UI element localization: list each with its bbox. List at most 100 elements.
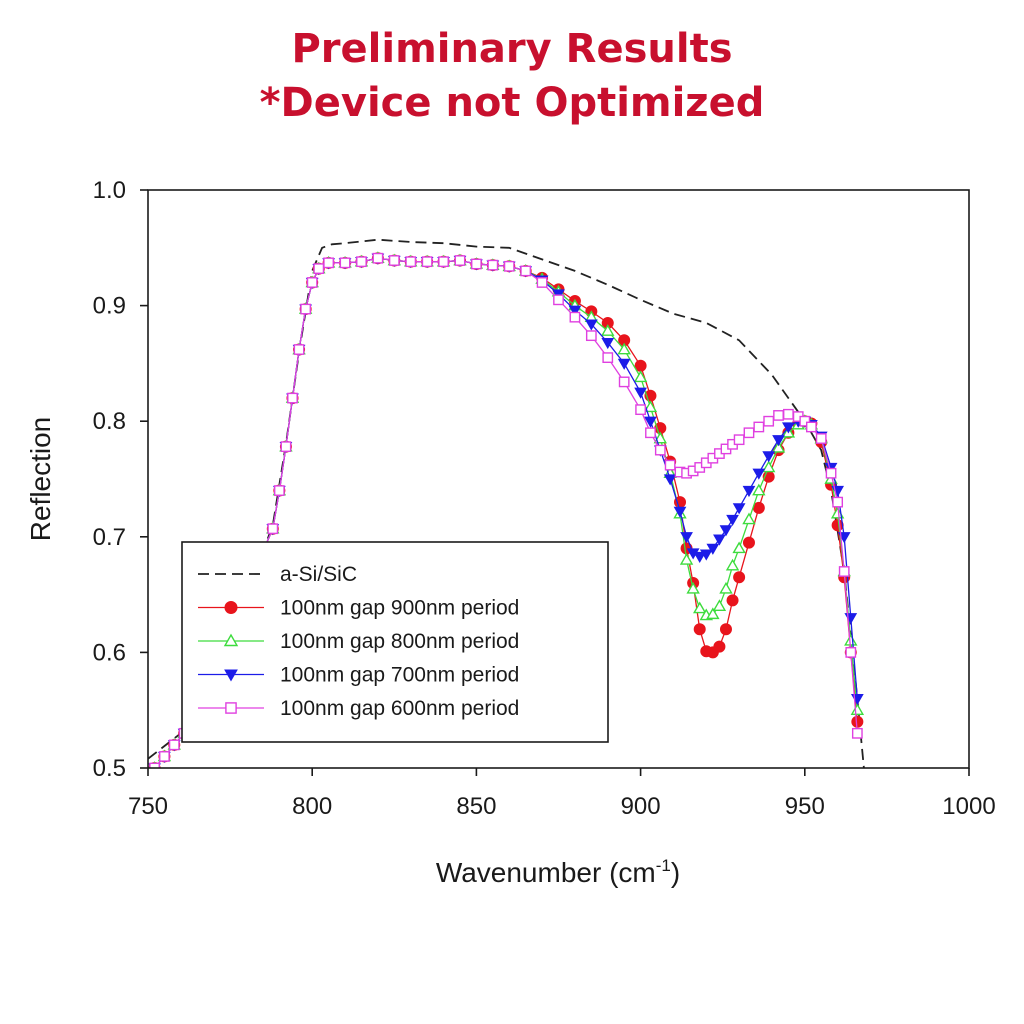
data-point-triangle-down [762, 451, 776, 463]
title-block: Preliminary Results *Device not Optimize… [0, 22, 1024, 130]
data-point-triangle-down [673, 506, 687, 518]
data-point-square [405, 256, 417, 268]
data-point-square [851, 727, 863, 739]
data-point-triangle-up [742, 512, 756, 525]
legend-label: a-Si/SiC [280, 563, 357, 586]
data-point-circle [742, 536, 755, 549]
data-point-triangle-up [771, 440, 786, 453]
data-point-square [168, 739, 180, 751]
data-point-triangle-down [617, 358, 631, 370]
y-tick-label: 0.9 [93, 293, 126, 320]
legend-label: 100nm gap 800nm period [280, 630, 519, 653]
data-point-triangle-down [699, 549, 713, 561]
data-point-square [280, 441, 292, 453]
data-point-square [832, 496, 844, 508]
data-point-triangle-down [224, 669, 238, 682]
data-point-square [356, 256, 367, 268]
data-point-square [635, 404, 646, 416]
data-point-triangle-up [693, 601, 707, 614]
axes-layer: 750 800 850 900 950 1000 0.5 0.6 0.7 0.8 0.9 1.0 [93, 177, 996, 820]
data-point-triangle-up [706, 607, 720, 620]
x-tick-label: 900 [621, 793, 661, 820]
chart-title: Preliminary Results [291, 26, 733, 72]
data-point-square [388, 255, 400, 266]
data-point-triangle-up [679, 553, 694, 565]
data-point-triangle-up [719, 581, 733, 594]
data-point-square [323, 257, 334, 269]
data-point-circle [713, 640, 726, 653]
data-point-triangle-down [644, 416, 657, 428]
data-point-square [815, 433, 827, 444]
data-point-square [159, 751, 170, 762]
data-point-circle [719, 623, 732, 636]
data-point-triangle-down [680, 532, 693, 544]
data-point-square [733, 434, 745, 446]
data-point-square [487, 259, 499, 271]
data-point-square [149, 762, 160, 768]
data-point-triangle-down [601, 337, 615, 350]
data-point-triangle-down [772, 435, 785, 447]
data-point-square [372, 252, 384, 264]
x-axis-label: Wavenumber (cm-1) [436, 856, 680, 888]
data-point-square [421, 256, 433, 268]
data-point-square [503, 260, 515, 272]
chart-subtitle: *Device not Optimized [259, 80, 765, 126]
data-point-triangle-up [617, 342, 631, 355]
data-point-triangle-down [584, 319, 598, 331]
data-point-square [287, 392, 298, 404]
data-point-square [293, 344, 305, 355]
data-point-square [654, 444, 666, 456]
data-point-triangle-down [706, 543, 720, 555]
data-point-triangle-up [732, 541, 746, 554]
plot-frame [147, 189, 970, 769]
x-tick-label: 850 [456, 793, 496, 820]
data-point-square [645, 427, 656, 439]
data-point-circle [733, 571, 746, 584]
data-point-triangle-down [850, 694, 864, 706]
data-point-triangle-down [742, 485, 756, 498]
data-point-circle [693, 623, 706, 636]
data-point-triangle-down [713, 534, 726, 546]
data-point-square [339, 257, 351, 269]
data-point-triangle-down [844, 613, 858, 625]
data-point-triangle-up [686, 581, 700, 594]
data-point-square [267, 523, 279, 535]
data-point-circle [752, 501, 765, 514]
data-point-triangle-up [633, 370, 648, 383]
y-tick-label: 0.6 [93, 639, 126, 666]
data-point-square [225, 702, 237, 714]
data-point-square [805, 421, 817, 433]
data-point-square [773, 410, 784, 421]
y-axis-label: Reflection [25, 417, 56, 542]
data-point-square [585, 330, 597, 342]
data-point-triangle-down [634, 387, 647, 399]
y-tick-label: 1.0 [93, 177, 126, 204]
x-tick-label: 750 [128, 793, 168, 820]
data-point-square [753, 421, 765, 433]
y-tick-label: 0.5 [93, 755, 126, 782]
data-point-square [825, 467, 837, 479]
y-tick-label: 0.7 [93, 524, 126, 551]
data-point-triangle-down [663, 474, 677, 486]
data-point-triangle-up [643, 400, 658, 413]
data-point-circle [726, 594, 739, 607]
data-point-triangle-up [223, 633, 239, 647]
series-layer [148, 238, 865, 768]
data-point-square [838, 566, 850, 577]
data-point-square [553, 294, 564, 306]
data-point-triangle-down [726, 514, 739, 526]
legend-label: 100nm gap 700nm period [280, 664, 519, 687]
x-tick-label: 800 [292, 793, 332, 820]
x-tick-label: 950 [785, 793, 825, 820]
data-point-triangle-up [752, 483, 766, 496]
legend-label: 100nm gap 900nm period [280, 597, 519, 620]
legend-label: 100nm gap 600nm period [280, 697, 519, 720]
data-point-square [536, 277, 548, 288]
data-point-triangle-up [761, 460, 776, 473]
data-point-square [438, 256, 449, 268]
data-point-square [520, 265, 532, 277]
series-4 [149, 252, 863, 768]
y-tick-label: 0.8 [93, 408, 126, 435]
legend: a-Si/SiC 100nm gap 900nm period 100nm gap … [181, 541, 609, 743]
